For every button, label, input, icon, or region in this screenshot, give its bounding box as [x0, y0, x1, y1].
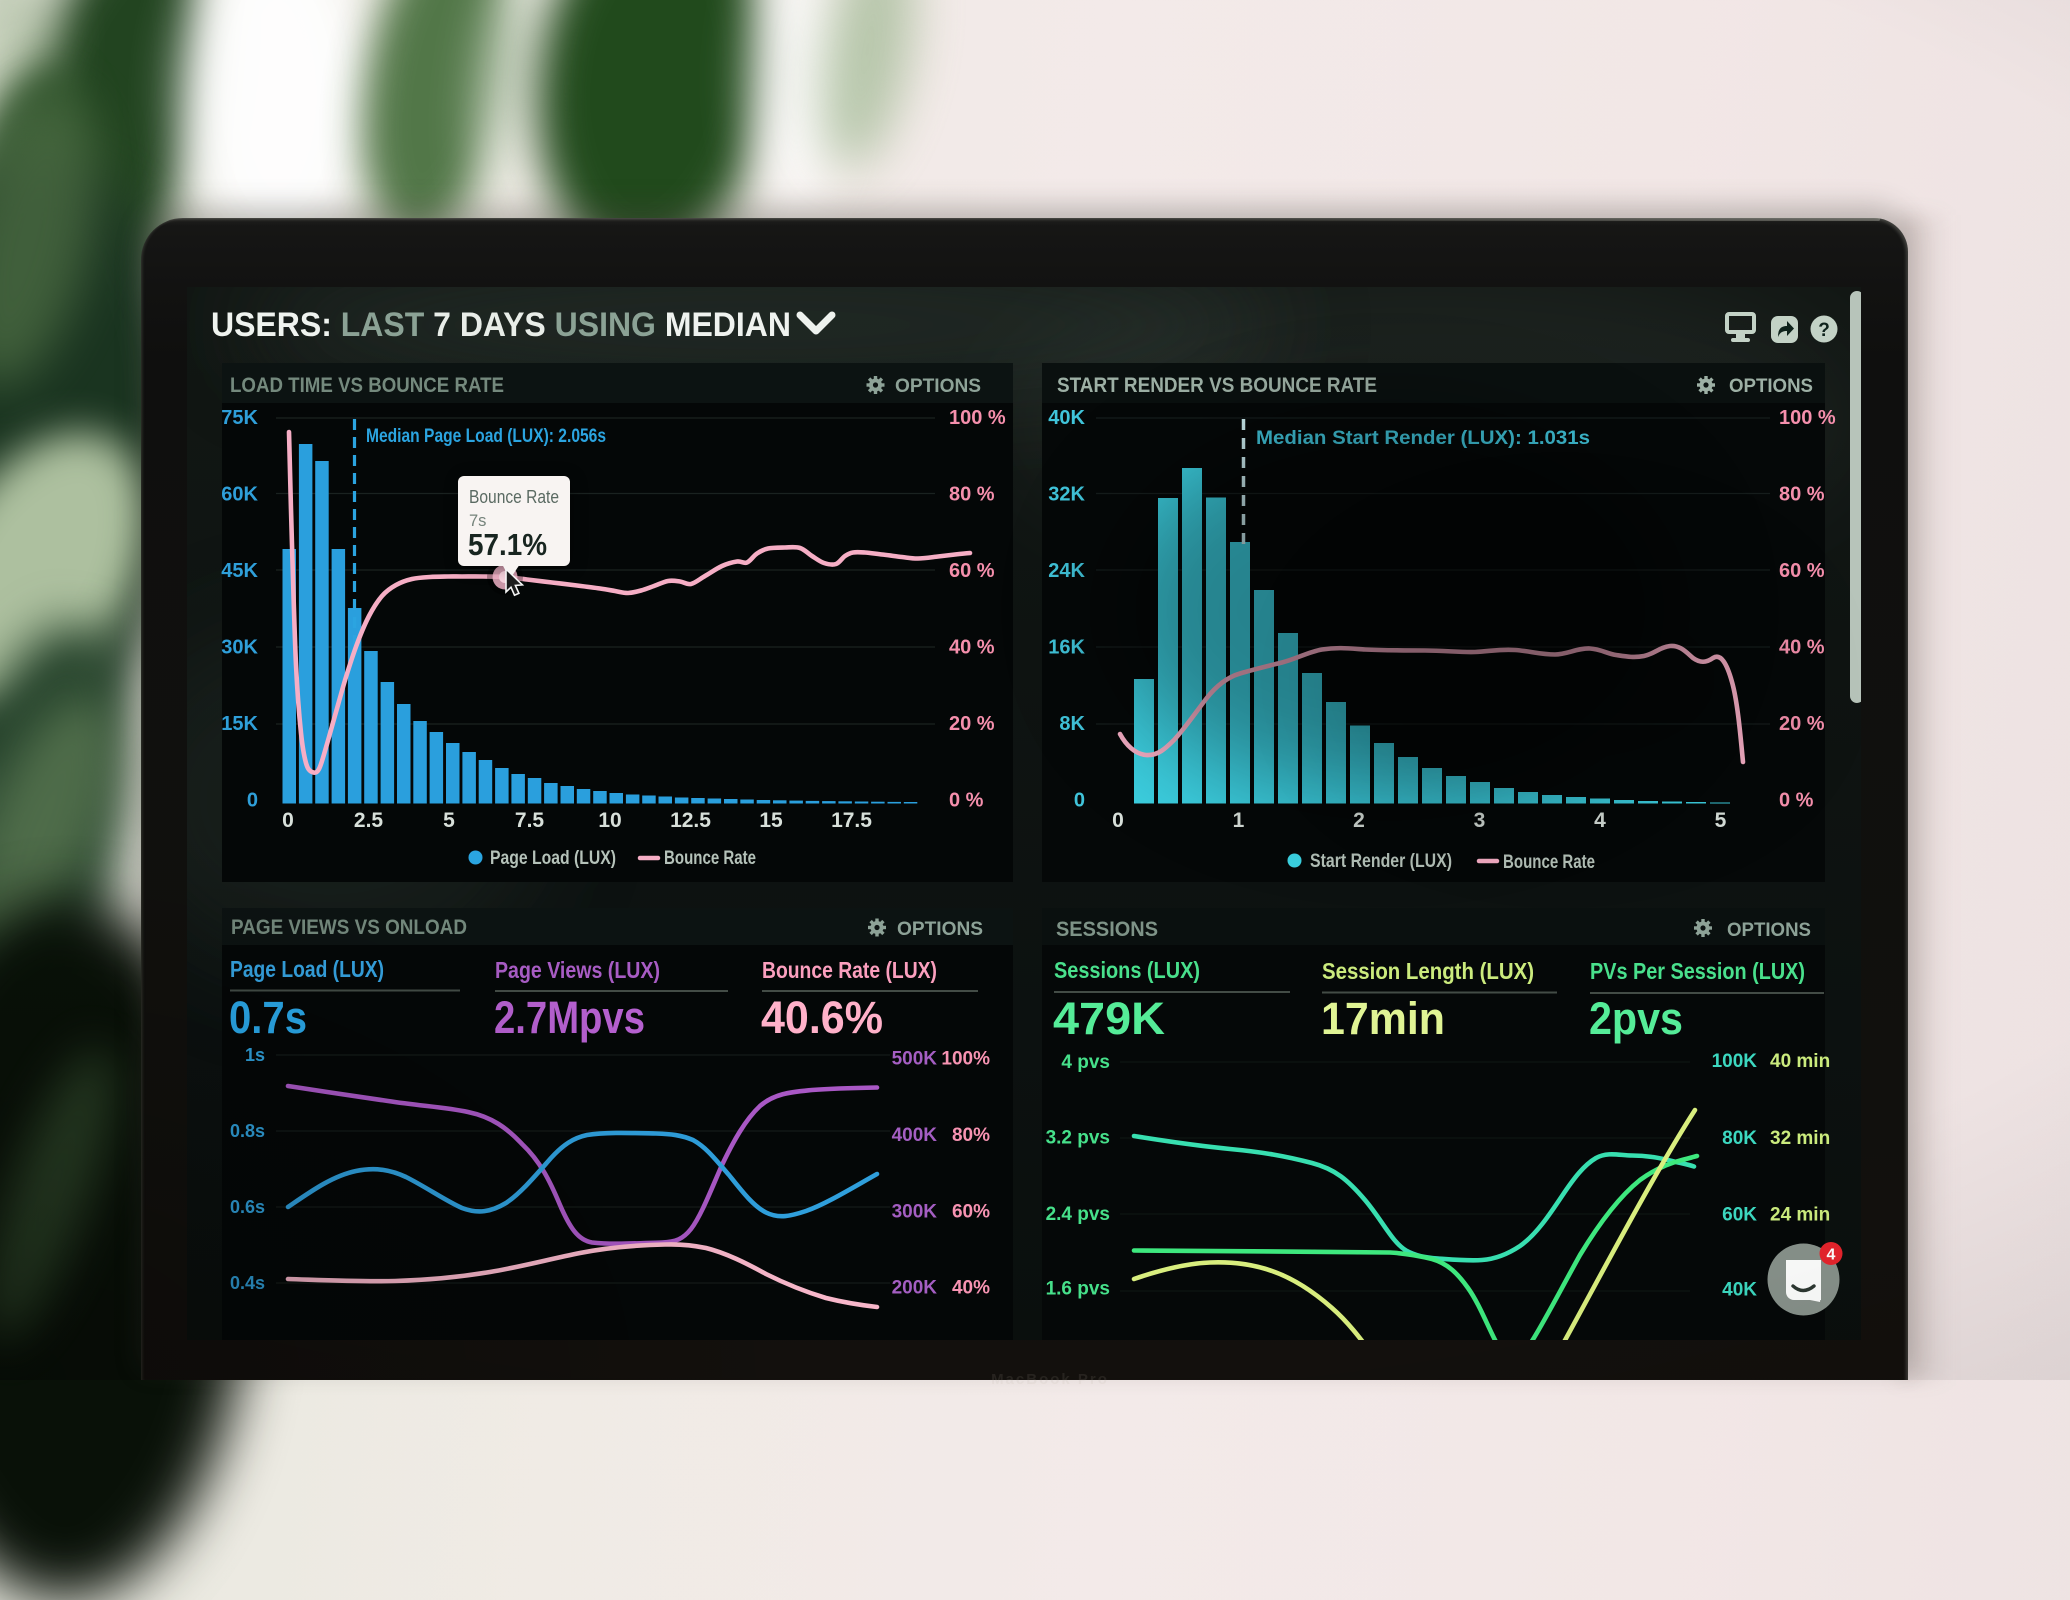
svg-text:479K: 479K	[1053, 993, 1166, 1044]
svg-text:8K: 8K	[1059, 713, 1085, 735]
svg-text:0 %: 0 %	[949, 790, 984, 812]
svg-text:0.4s: 0.4s	[230, 1273, 265, 1293]
svg-text:0: 0	[247, 790, 258, 812]
svg-text:Bounce Rate: Bounce Rate	[664, 848, 756, 869]
svg-text:START RENDER VS BOUNCE RATE: START RENDER VS BOUNCE RATE	[1057, 374, 1377, 397]
svg-text:0 %: 0 %	[1779, 790, 1814, 812]
svg-text:OPTIONS: OPTIONS	[1729, 375, 1813, 397]
svg-text:2: 2	[1353, 809, 1365, 832]
svg-text:OPTIONS: OPTIONS	[1727, 919, 1811, 941]
svg-text:30K: 30K	[221, 637, 258, 659]
svg-text:15K: 15K	[221, 713, 258, 735]
svg-text:Bounce Rate: Bounce Rate	[469, 487, 559, 507]
svg-text:100%: 100%	[941, 1049, 990, 1070]
svg-text:100K: 100K	[1712, 1051, 1758, 1072]
svg-text:24K: 24K	[1048, 560, 1085, 582]
svg-text:0: 0	[1112, 809, 1124, 832]
svg-text:LOAD TIME VS BOUNCE RATE: LOAD TIME VS BOUNCE RATE	[230, 374, 504, 397]
svg-text:20 %: 20 %	[1779, 713, 1825, 735]
svg-text:0.7s: 0.7s	[229, 992, 307, 1043]
svg-text:2pvs: 2pvs	[1589, 993, 1683, 1044]
svg-text:PVs Per Session (LUX): PVs Per Session (LUX)	[1590, 958, 1805, 984]
svg-text:60K: 60K	[221, 484, 258, 506]
svg-text:32K: 32K	[1048, 484, 1085, 506]
svg-text:300K: 300K	[892, 1202, 938, 1223]
svg-text:5: 5	[1715, 809, 1727, 832]
svg-text:80 %: 80 %	[1779, 484, 1825, 506]
svg-text:17min: 17min	[1321, 993, 1445, 1044]
svg-text:OPTIONS: OPTIONS	[895, 375, 981, 397]
svg-text:Bounce Rate (LUX): Bounce Rate (LUX)	[762, 957, 937, 983]
svg-text:0: 0	[282, 809, 294, 832]
svg-text:Session Length (LUX): Session Length (LUX)	[1322, 958, 1534, 984]
svg-text:80%: 80%	[952, 1125, 990, 1146]
svg-text:40K: 40K	[1048, 407, 1085, 429]
svg-text:4 pvs: 4 pvs	[1061, 1052, 1110, 1073]
svg-text:Sessions (LUX): Sessions (LUX)	[1054, 957, 1200, 983]
svg-text:2.7Mpvs: 2.7Mpvs	[494, 992, 645, 1043]
svg-text:24 min: 24 min	[1770, 1205, 1830, 1226]
svg-text:2.4 pvs: 2.4 pvs	[1046, 1204, 1110, 1225]
svg-text:?: ?	[1818, 320, 1830, 341]
svg-text:10: 10	[598, 809, 621, 832]
svg-text:45K: 45K	[221, 560, 258, 582]
svg-text:USERS: LAST 7 DAYS USING MEDIA: USERS: LAST 7 DAYS USING MEDIAN	[211, 306, 791, 344]
svg-text:17.5: 17.5	[831, 809, 872, 832]
svg-text:32 min: 32 min	[1770, 1128, 1830, 1149]
svg-text:40 min: 40 min	[1770, 1051, 1830, 1072]
svg-text:400K: 400K	[892, 1125, 938, 1146]
svg-text:40%: 40%	[952, 1278, 990, 1299]
svg-text:40 %: 40 %	[1779, 637, 1825, 659]
svg-text:1s: 1s	[245, 1045, 265, 1065]
svg-text:1: 1	[1233, 809, 1245, 832]
svg-text:Page Load (LUX): Page Load (LUX)	[230, 956, 384, 982]
svg-text:75K: 75K	[221, 407, 258, 429]
svg-text:0.6s: 0.6s	[230, 1197, 265, 1217]
svg-text:60 %: 60 %	[1779, 560, 1825, 582]
svg-text:7s: 7s	[469, 512, 486, 530]
svg-text:Start Render (LUX): Start Render (LUX)	[1310, 851, 1452, 872]
svg-text:500K: 500K	[892, 1049, 938, 1070]
svg-text:40.6%: 40.6%	[761, 992, 883, 1043]
svg-text:4: 4	[1827, 1247, 1836, 1264]
svg-text:15: 15	[759, 809, 783, 832]
svg-text:Page Load (LUX): Page Load (LUX)	[490, 848, 616, 869]
svg-text:1.6 pvs: 1.6 pvs	[1046, 1279, 1110, 1300]
svg-text:80 %: 80 %	[949, 484, 995, 506]
svg-text:3: 3	[1474, 809, 1486, 832]
svg-text:0.8s: 0.8s	[230, 1121, 265, 1141]
svg-text:40 %: 40 %	[949, 637, 995, 659]
svg-text:SESSIONS: SESSIONS	[1056, 918, 1158, 941]
svg-text:PAGE VIEWS VS ONLOAD: PAGE VIEWS VS ONLOAD	[231, 916, 467, 939]
svg-text:80K: 80K	[1722, 1128, 1757, 1149]
svg-text:200K: 200K	[892, 1278, 938, 1299]
svg-text:5: 5	[443, 809, 455, 832]
svg-text:2.5: 2.5	[354, 809, 384, 832]
svg-text:60%: 60%	[952, 1202, 990, 1223]
svg-text:0: 0	[1074, 790, 1085, 812]
svg-text:100 %: 100 %	[1779, 407, 1836, 429]
svg-text:16K: 16K	[1048, 637, 1085, 659]
svg-text:OPTIONS: OPTIONS	[897, 918, 983, 940]
svg-text:Bounce Rate: Bounce Rate	[1503, 852, 1595, 873]
svg-text:60 %: 60 %	[949, 560, 995, 582]
svg-text:20 %: 20 %	[949, 713, 995, 735]
svg-text:7.5: 7.5	[515, 809, 545, 832]
svg-text:40K: 40K	[1722, 1280, 1757, 1301]
svg-text:12.5: 12.5	[670, 809, 711, 832]
svg-text:Page Views (LUX): Page Views (LUX)	[495, 957, 660, 983]
svg-text:Median Page Load (LUX): 2.056s: Median Page Load (LUX): 2.056s	[366, 425, 606, 447]
svg-text:60K: 60K	[1722, 1205, 1757, 1226]
svg-text:100 %: 100 %	[949, 407, 1006, 429]
svg-text:3.2 pvs: 3.2 pvs	[1046, 1128, 1110, 1149]
svg-text:57.1%: 57.1%	[468, 527, 547, 562]
